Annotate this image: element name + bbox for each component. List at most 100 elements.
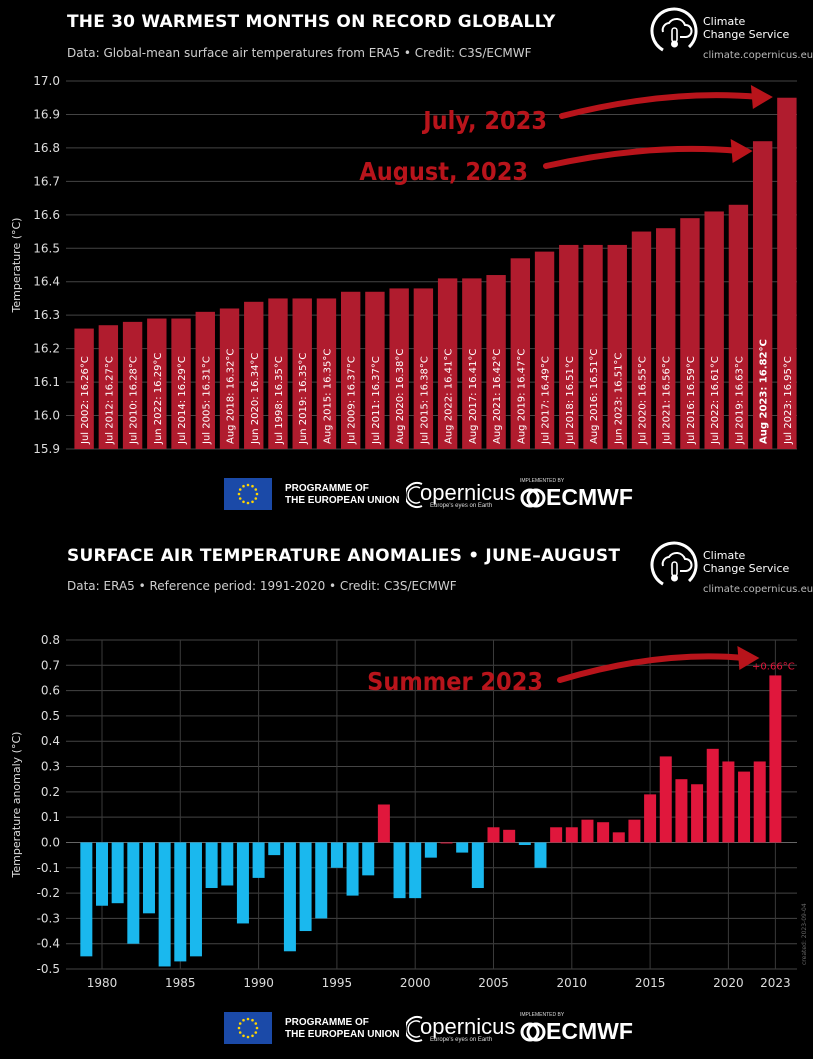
bar <box>365 291 385 449</box>
bar-label: Jul 2018: 16.51°C <box>565 356 576 445</box>
y-tick-label: 0.7 <box>41 658 60 672</box>
y-tick-label: 16.4 <box>33 275 60 289</box>
copernicus-c-icon <box>406 1016 423 1042</box>
bar-label: Jul 2023: 16.95°C <box>783 356 794 445</box>
bar <box>518 842 531 845</box>
y-tick-label: 16.0 <box>33 409 60 423</box>
c3s-logo-url: climate.copernicus.eu <box>703 50 813 61</box>
arrow-summer-2023 <box>557 646 760 683</box>
bar <box>299 842 312 932</box>
c3s-logo-url: climate.copernicus.eu <box>703 584 813 595</box>
bar <box>413 288 434 449</box>
bar-label: Jul 2017: 16.49°C <box>541 356 552 445</box>
y-tick-label: -0.5 <box>37 962 60 976</box>
bar-label: Jul 2016: 16.59°C <box>686 356 697 445</box>
bar <box>656 228 676 449</box>
eu-star <box>237 492 241 496</box>
bar <box>98 325 119 449</box>
bar <box>189 842 202 957</box>
copernicus-c-icon <box>406 482 423 508</box>
bar-label: Jul 1998: 16.35°C <box>274 356 285 445</box>
bar <box>340 291 361 449</box>
x-tick-label: 2023 <box>760 976 791 990</box>
bar-label: Jul 2012: 16.27°C <box>104 356 115 445</box>
bar-label: Aug 2022: 16.41°C <box>444 349 455 444</box>
eu-star <box>237 1026 241 1030</box>
bar <box>96 842 108 906</box>
chart-title: THE 30 WARMEST MONTHS ON RECORD GLOBALLY <box>67 12 556 32</box>
y-tick-label: 16.2 <box>33 342 60 356</box>
ecmwf-icon <box>520 1022 546 1042</box>
bar-label: Jun 2022: 16.29°C <box>153 353 164 445</box>
bar <box>631 231 652 449</box>
eu-star <box>238 488 242 491</box>
bar-label: Aug 2017: 16.41°C <box>468 349 479 444</box>
y-tick-label: 0.1 <box>41 810 60 824</box>
c3s-logo-name: Climate Change Service <box>703 549 790 575</box>
bar <box>346 842 359 896</box>
bar-label: Jul 2015: 16.38°C <box>419 356 430 445</box>
x-tick-label: 1985 <box>165 976 196 990</box>
bar <box>142 842 155 914</box>
warmest-months-panel: THE 30 WARMEST MONTHS ON RECORD GLOBALLY… <box>0 7 813 524</box>
y-tick-label: 0.4 <box>41 734 60 748</box>
eu-star <box>238 1022 242 1025</box>
bar <box>424 842 437 858</box>
bar-label: Aug 2016: 16.51°C <box>589 349 600 444</box>
bar-label: Jul 2020: 16.55°C <box>637 356 648 445</box>
bar <box>487 827 500 843</box>
copernicus-wordmark: opernicus <box>420 1014 516 1039</box>
y-tick-label: 0.2 <box>41 785 60 799</box>
eu-star <box>251 1034 254 1038</box>
anomalies-panel: SURFACE AIR TEMPERATURE ANOMALIES • JUNE… <box>0 530 813 1059</box>
thermometer-cloud-icon <box>650 541 698 589</box>
bar-label: Jul 2021: 16.56°C <box>662 356 673 445</box>
footer-logos: PROGRAMME OF THE EUROPEAN UNION opernicu… <box>0 1012 813 1058</box>
annotation-july-2023: July, 2023 <box>421 106 547 135</box>
bar-label: Jul 2009: 16.37°C <box>347 356 358 445</box>
footer-logos: PROGRAMME OF THE EUROPEAN UNION opernicu… <box>0 478 813 524</box>
copernicus-tagline: Europe's eyes on Earth <box>430 1037 493 1043</box>
bar <box>534 251 555 449</box>
bar <box>659 756 672 843</box>
eu-star <box>255 1026 259 1030</box>
bar <box>393 842 406 899</box>
x-tick-label: 2020 <box>713 976 744 990</box>
created-date-note: created: 2023-09-04 <box>801 903 808 965</box>
bar <box>471 842 484 889</box>
ecmwf-logo: IMPLEMENTED BY ECMWF <box>518 1012 648 1048</box>
eu-programme-text: PROGRAMME OF THE EUROPEAN UNION <box>285 483 400 506</box>
y-tick-label: 17.0 <box>33 74 60 88</box>
ecmwf-wordmark: ECMWF <box>546 484 633 510</box>
eu-flag-icon <box>224 478 272 510</box>
eu-star <box>254 1022 258 1025</box>
chart-subtitle: Data: Global-mean surface air temperatur… <box>67 46 532 60</box>
bar-label: Aug 2015: 16.35°C <box>322 349 333 444</box>
copernicus-wordmark: opernicus <box>420 480 516 505</box>
bar <box>283 842 296 952</box>
y-axis-label: Temperature (°C) <box>10 218 23 314</box>
eu-star <box>246 501 250 505</box>
bar <box>486 275 506 449</box>
y-tick-label: 16.6 <box>33 208 60 222</box>
bar <box>292 298 312 449</box>
bar-label: Jun 2020: 16.34°C <box>250 353 261 445</box>
bar <box>644 794 657 843</box>
eu-star <box>242 484 245 488</box>
x-tick-label: 2010 <box>557 976 588 990</box>
bar <box>437 278 458 449</box>
bar <box>316 298 337 449</box>
x-tick-label: 1990 <box>243 976 274 990</box>
c3s-logo-name: Climate Change Service <box>703 15 790 41</box>
bar <box>565 827 578 843</box>
eu-star <box>246 1035 250 1039</box>
warmest-months-bar-chart: 15.9 16.0 16.1 16.2 16.3 16.4 16.5 16.6 16.7 16.8… <box>10 74 797 456</box>
bar-label: Jul 2002: 16.26°C <box>80 356 91 445</box>
y-tick-label: -0.2 <box>37 886 60 900</box>
y-tick-label: 0.6 <box>41 684 60 698</box>
bar <box>550 827 563 843</box>
chart-subtitle: Data: ERA5 • Reference period: 1991-2020… <box>67 579 457 593</box>
bar <box>244 301 264 449</box>
copernicus-logo: opernicus Europe's eyes on Earth <box>406 478 515 514</box>
bar-label: Jul 2011: 16.37°C <box>371 356 382 445</box>
